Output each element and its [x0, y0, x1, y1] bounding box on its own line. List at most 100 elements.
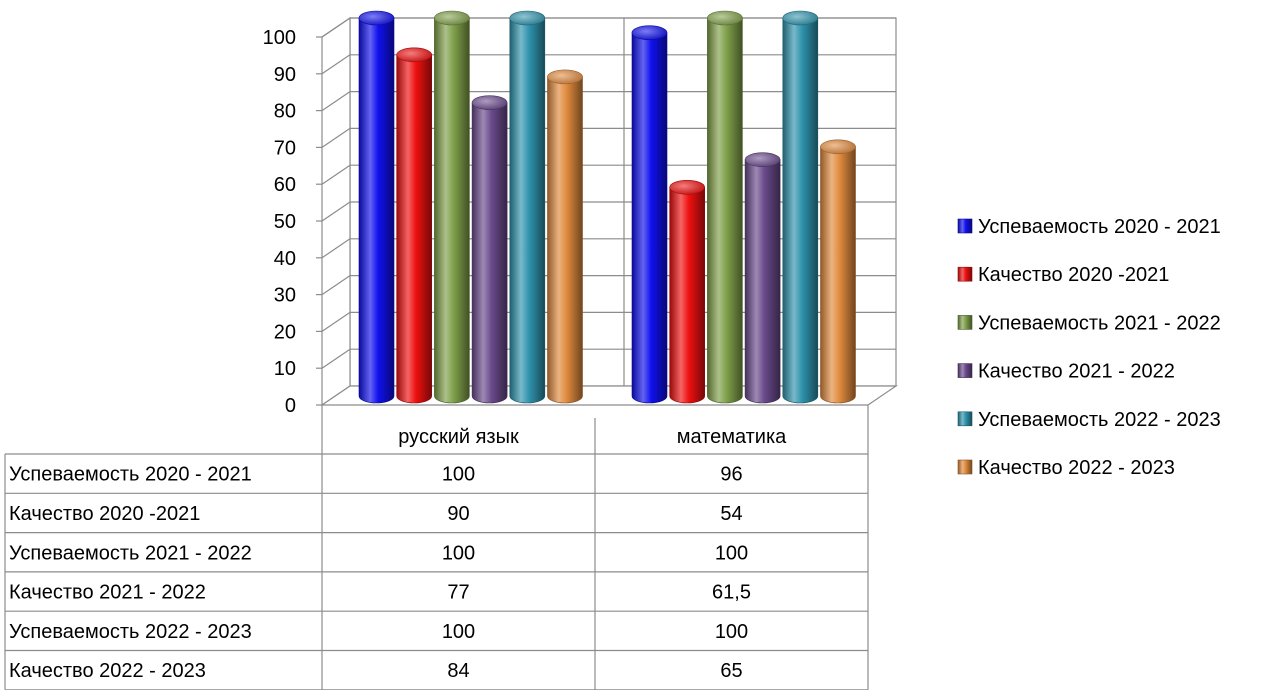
legend-swatch [957, 218, 973, 234]
legend: Успеваемость 2020 - 2021 Качество 2020 -2… [957, 216, 1221, 479]
bar [434, 10, 470, 404]
legend-label: Качество 2022 - 2023 [978, 457, 1175, 479]
table-cell-value: 61,5 [712, 582, 751, 604]
table-cell-value: 100 [442, 542, 475, 564]
table-row-label: Качество 2022 - 2023 [9, 660, 206, 682]
bar-top [396, 47, 433, 63]
bar [744, 152, 781, 404]
legend-item: Качество 2020 -2021 [957, 264, 1169, 286]
legend-swatch [957, 363, 973, 378]
y-tick-label: 30 [274, 285, 296, 307]
gridline-side [321, 348, 351, 369]
legend-item: Успеваемость 2020 - 2021 [957, 216, 1221, 238]
legend-item: Успеваемость 2022 - 2023 [957, 409, 1221, 431]
bar-body [820, 146, 856, 404]
y-tick-label: 70 [274, 137, 296, 159]
bar-body [669, 186, 705, 404]
gridline-side [321, 127, 351, 148]
table-cell-value: 65 [720, 660, 742, 682]
table-row-label: Успеваемость 2021 - 2022 [9, 542, 252, 564]
bar-top [358, 10, 395, 26]
legend-item: Качество 2022 - 2023 [957, 457, 1175, 479]
y-tick-label: 40 [274, 248, 296, 270]
gridline-side [321, 54, 351, 75]
legend-item: Успеваемость 2021 - 2022 [957, 312, 1221, 334]
table-cell-value: 54 [720, 503, 742, 525]
bar-top [707, 10, 743, 26]
bar [782, 10, 819, 404]
bar [820, 139, 856, 404]
table-cell-value: 100 [715, 621, 748, 643]
data-table: русский язык математика Успеваемость 2020 … [4, 405, 869, 691]
table-cell-value: 96 [720, 464, 742, 486]
gridline-side [321, 201, 351, 222]
gridline-side [321, 17, 351, 38]
bar-body [744, 159, 781, 404]
bar-body [707, 17, 743, 404]
table-cell-value: 77 [447, 582, 469, 604]
bar [509, 10, 546, 404]
y-tick-label: 90 [274, 64, 296, 86]
bar [358, 10, 395, 404]
y-tick-label: 80 [274, 101, 296, 123]
bar-top [782, 10, 819, 26]
y-tick-label: 100 [263, 27, 296, 49]
gridline-side [321, 91, 351, 112]
table-row-label: Качество 2021 - 2022 [9, 582, 206, 604]
bar-body [509, 17, 546, 404]
legend-label: Качество 2020 -2021 [978, 264, 1169, 286]
bar-body [434, 17, 470, 404]
legend-item: Качество 2021 - 2022 [957, 361, 1175, 383]
bar-body [782, 17, 819, 404]
bar-body [396, 54, 432, 404]
gridline-side [321, 238, 351, 259]
y-tick-label: 20 [274, 321, 296, 343]
y-tick-label: 50 [274, 211, 296, 233]
legend-label: Успеваемость 2020 - 2021 [978, 216, 1221, 238]
table-row-label: Успеваемость 2022 - 2023 [9, 621, 252, 643]
table-cell-value: 84 [447, 660, 469, 682]
table-row-label: Успеваемость 2020 - 2021 [9, 464, 252, 486]
bar [669, 179, 706, 404]
legend-swatch [957, 411, 973, 427]
bar-top [509, 10, 546, 26]
bar [471, 95, 508, 404]
bar-top [547, 69, 583, 85]
bar-body [471, 102, 508, 404]
bar [631, 25, 668, 404]
bars [358, 10, 856, 404]
table-cell-value: 100 [442, 464, 475, 486]
y-tick-label: 0 [285, 395, 296, 417]
y-tick-label: 60 [274, 174, 296, 196]
legend-swatch [957, 459, 973, 475]
gridline-side [321, 275, 351, 296]
legend-label: Успеваемость 2022 - 2023 [978, 409, 1221, 431]
gridline-side [321, 164, 351, 185]
legend-swatch [957, 266, 973, 282]
table-category-header: математика [677, 426, 787, 448]
bar [396, 47, 433, 404]
bar-top [434, 10, 470, 26]
bar-top [471, 95, 508, 110]
gridline-side [321, 311, 351, 332]
bar-top [669, 179, 706, 195]
table-cell-value: 100 [442, 621, 475, 643]
bar-body [358, 17, 395, 404]
table-category-header: русский язык [398, 426, 519, 448]
legend-label: Качество 2021 - 2022 [978, 361, 1175, 383]
legend-swatch [957, 315, 973, 330]
bar [707, 10, 743, 404]
bar-body [631, 32, 668, 404]
bar-body [547, 76, 583, 404]
bar-top [744, 152, 781, 167]
legend-label: Успеваемость 2021 - 2022 [978, 312, 1221, 334]
table-cell-value: 100 [715, 542, 748, 564]
table-row-label: Качество 2020 -2021 [9, 503, 200, 525]
y-tick-label: 10 [274, 358, 296, 380]
bar [547, 69, 583, 404]
bar-top [820, 139, 856, 155]
table-cell-value: 90 [447, 503, 469, 525]
bar-top [631, 25, 668, 41]
